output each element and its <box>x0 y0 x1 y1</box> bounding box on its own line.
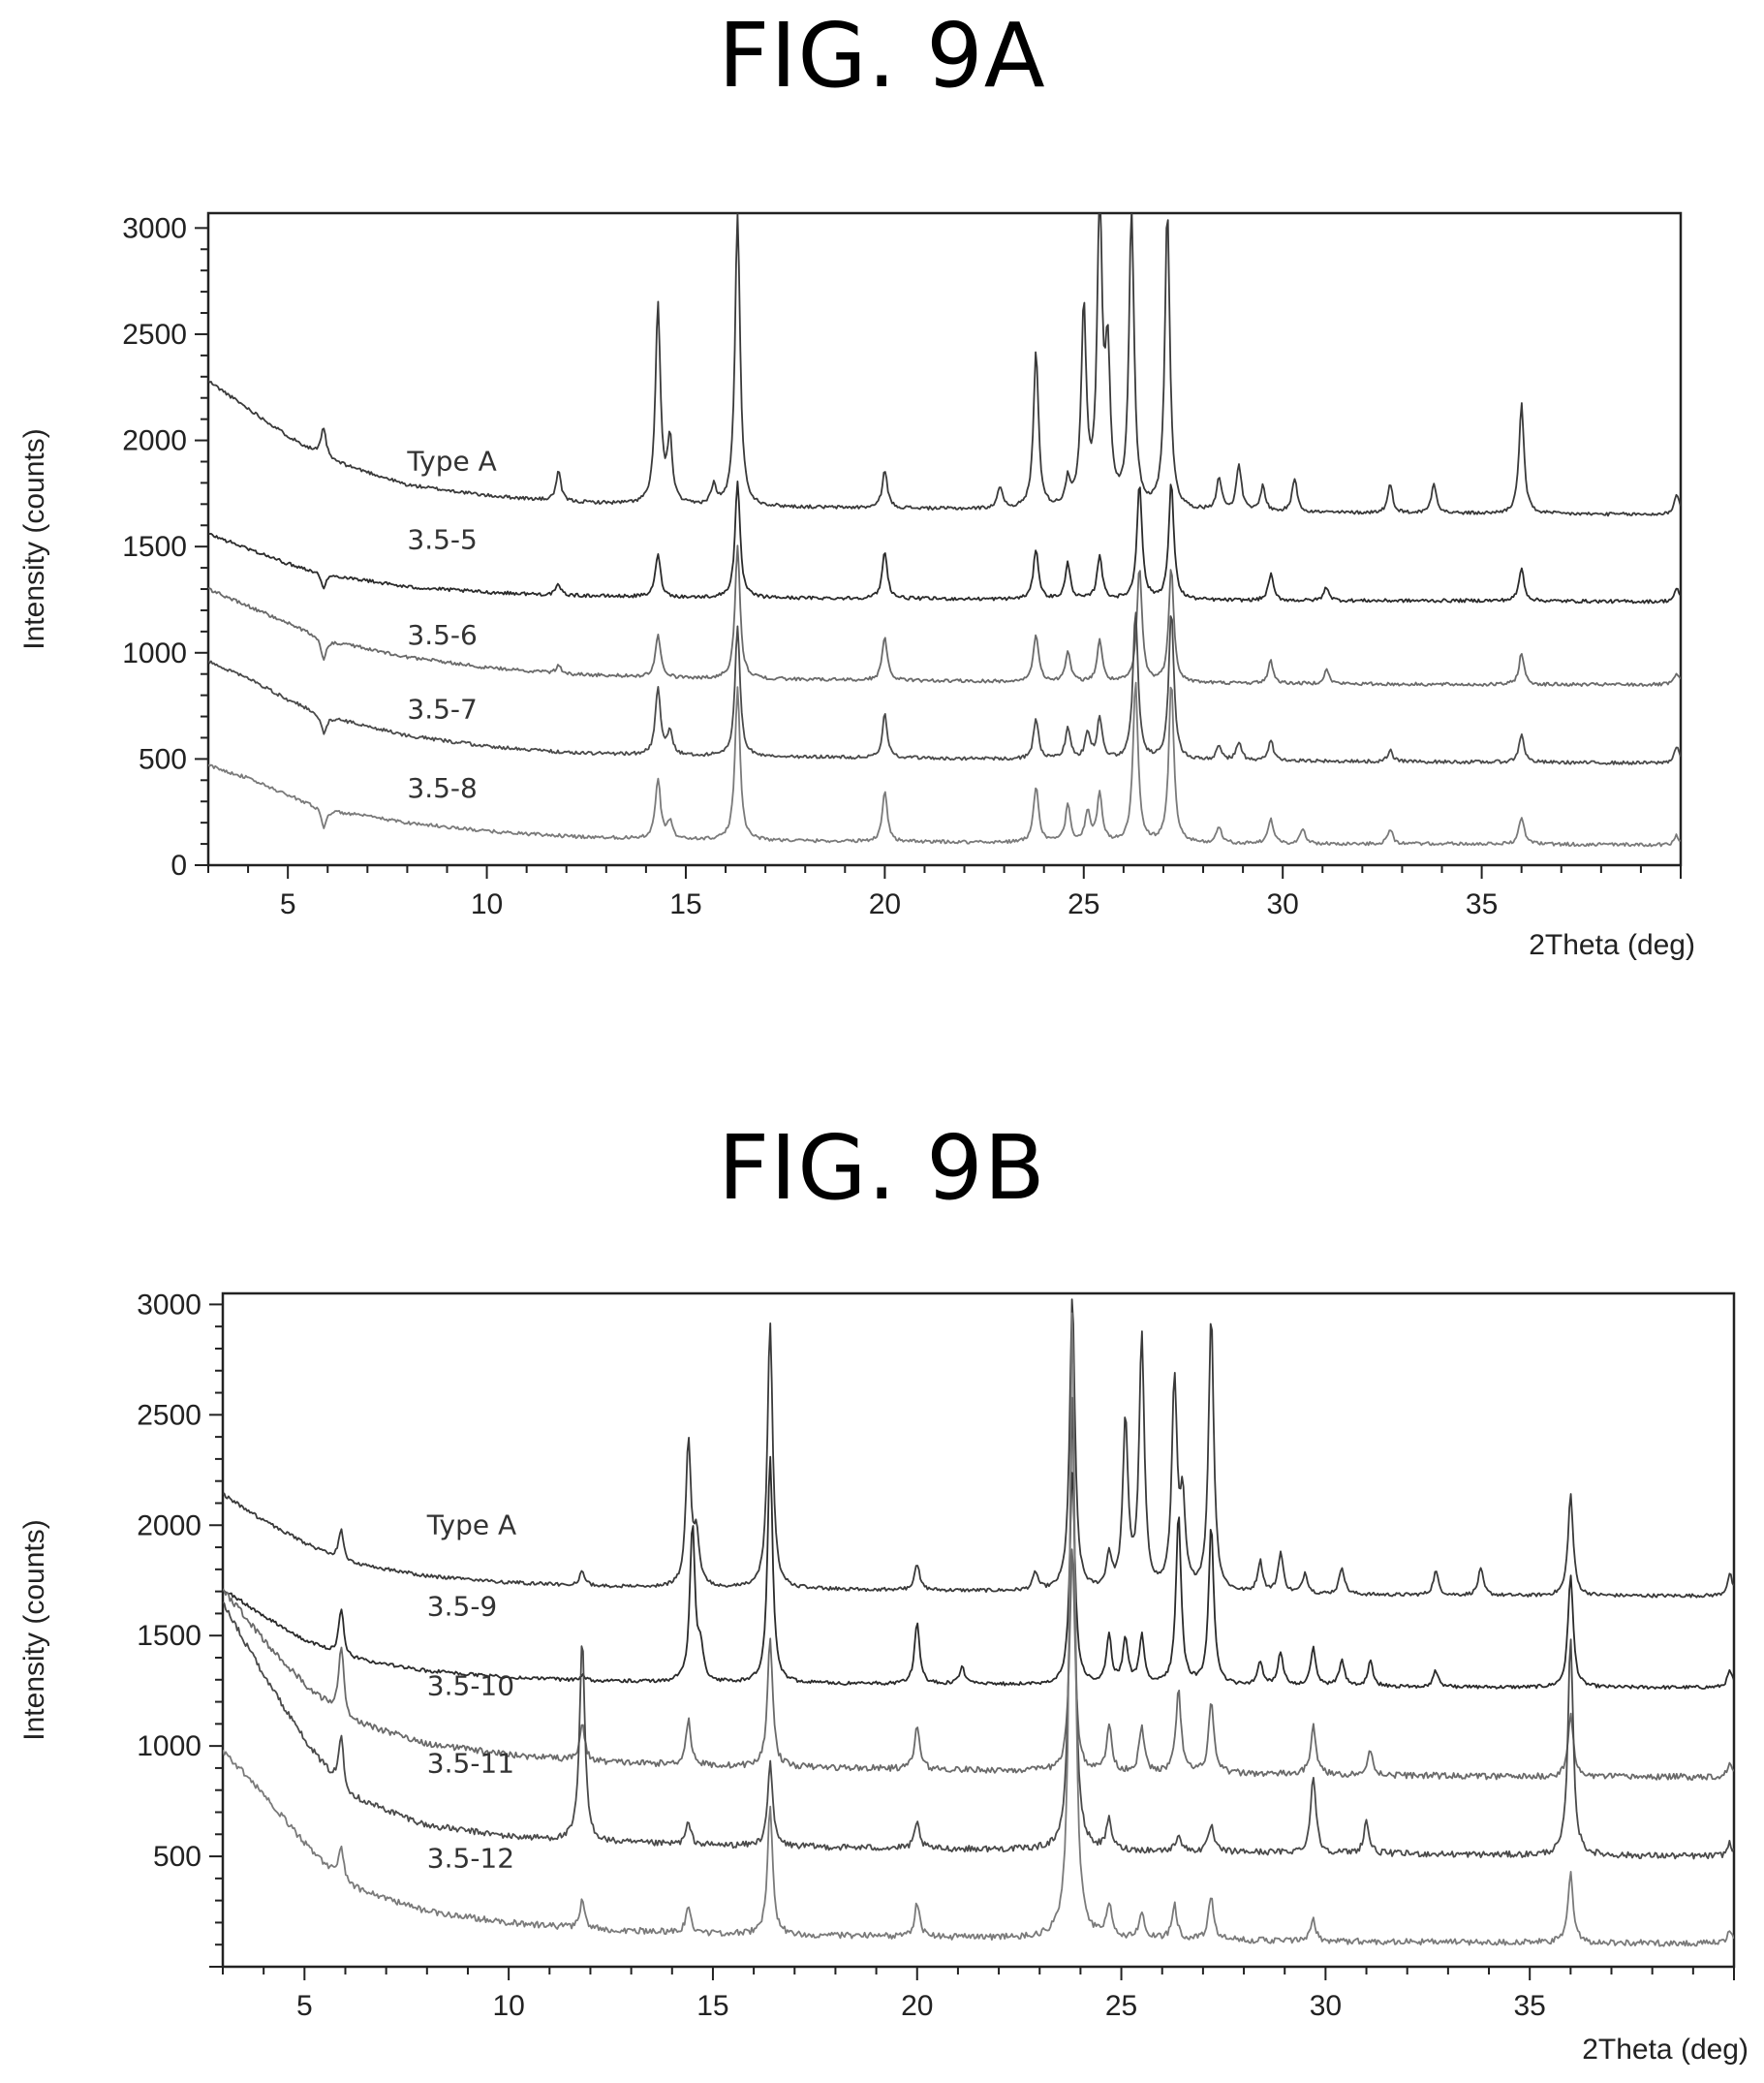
series-label: 3.5-7 <box>407 694 477 726</box>
y-tick-label: 2500 <box>122 319 187 351</box>
y-tick-label: 1500 <box>137 1620 201 1652</box>
series-label: 3.5-11 <box>427 1747 514 1779</box>
x-tick-label: 35 <box>1466 888 1498 920</box>
x-tick-label: 25 <box>1068 888 1099 920</box>
x-tick-label: 20 <box>901 1990 933 2022</box>
xrd-chart-9b: 5 10 15 20 25 30 35 500 1000 1500 2000 2500 3000 2The… <box>18 1289 1749 2066</box>
x-axis-title: 2Theta (deg) <box>1529 929 1695 961</box>
x-tick-label: 10 <box>471 888 503 920</box>
series-label: 3.5-10 <box>427 1670 514 1702</box>
y-tick-label: 500 <box>153 1841 201 1873</box>
xrd-chart-9a: 5 10 15 20 25 30 35 0 500 1000 1500 2000 2500 3000 2Th… <box>18 211 1695 961</box>
y-tick-label: 0 <box>170 850 187 882</box>
y-tick-label: 500 <box>139 743 187 775</box>
series-label: 3.5-12 <box>427 1842 514 1874</box>
series-trace <box>208 611 1681 765</box>
series-trace <box>223 1312 1734 1947</box>
y-axis-title: Intensity (counts) <box>18 1519 50 1740</box>
x-tick-label: 30 <box>1310 1990 1342 2022</box>
y-tick-label: 1000 <box>122 637 187 669</box>
x-tick-label: 15 <box>696 1990 728 2022</box>
series-trace <box>223 1396 1734 1860</box>
x-tick-label: 35 <box>1514 1990 1546 2022</box>
plot-frame <box>221 1291 1736 1969</box>
x-tick-label: 5 <box>280 888 296 920</box>
x-tick-label: 25 <box>1105 1990 1137 2022</box>
x-axis-title: 2Theta (deg) <box>1582 2034 1749 2066</box>
series-label: 3.5-9 <box>427 1591 497 1623</box>
series-label: 3.5-8 <box>407 772 477 804</box>
y-tick-label: 2000 <box>137 1509 201 1541</box>
series-trace <box>208 213 1681 517</box>
y-axis-title: Intensity (counts) <box>18 428 50 649</box>
y-tick-label: 2000 <box>122 425 187 457</box>
figure-title-b: FIG. 9B <box>718 1116 1046 1220</box>
y-tick-label: 3000 <box>122 212 187 244</box>
x-tick-label: 30 <box>1267 888 1299 920</box>
series-trace <box>223 1298 1734 1599</box>
x-tick-label: 15 <box>669 888 701 920</box>
series-trace <box>223 1455 1734 1691</box>
figure-title-a: FIG. 9A <box>718 4 1046 108</box>
plot-frame <box>206 211 1683 867</box>
series-label: Type A <box>406 445 496 477</box>
series-label: 3.5-6 <box>407 619 477 651</box>
series-trace <box>223 1548 1734 1781</box>
x-tick-label: 5 <box>296 1990 313 2022</box>
series-label: 3.5-5 <box>407 523 477 555</box>
y-tick-label: 1500 <box>122 531 187 563</box>
series-trace <box>208 544 1681 688</box>
series-trace <box>208 481 1681 605</box>
x-tick-label: 10 <box>492 1990 524 2022</box>
series-label: Type A <box>426 1508 516 1540</box>
y-tick-label: 2500 <box>137 1399 201 1431</box>
series-trace <box>208 681 1681 848</box>
y-tick-label: 3000 <box>137 1289 201 1321</box>
x-tick-label: 20 <box>869 888 901 920</box>
y-tick-label: 1000 <box>137 1730 201 1762</box>
